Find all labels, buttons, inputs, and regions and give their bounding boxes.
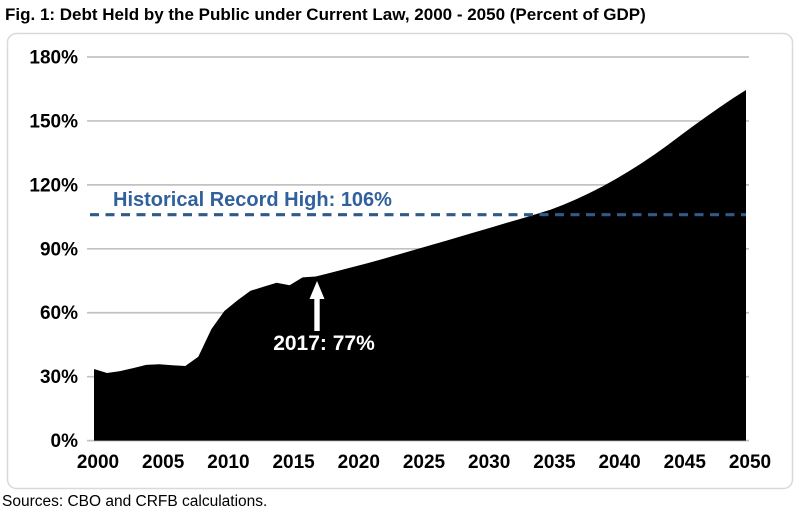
y-tick-label: 90%	[40, 239, 78, 260]
x-tick-label: 2025	[403, 452, 446, 473]
callout-arrow-icon	[309, 281, 325, 331]
x-tick-label: 2020	[338, 452, 380, 473]
y-tick-label: 0%	[51, 431, 79, 452]
x-tick-label: 2015	[272, 452, 315, 473]
y-axis-tick-labels: 0% 30% 60% 90% 120% 150% 180%	[29, 48, 78, 453]
x-tick-label: 2000	[77, 452, 119, 473]
debt-area-series	[94, 90, 746, 441]
y-tick-label: 120%	[29, 175, 78, 196]
x-tick-label: 2005	[142, 452, 185, 473]
x-tick-label: 2035	[533, 452, 576, 473]
x-tick-label: 2045	[664, 452, 707, 473]
x-tick-label: 2030	[468, 452, 510, 473]
figure-title: Fig. 1: Debt Held by the Public under Cu…	[5, 5, 646, 24]
x-axis-tick-labels: 2000 2005 2010 2015 2020 2025 2030 2035 2040 2045…	[77, 452, 771, 473]
x-tick-label: 2050	[729, 452, 771, 473]
y-tick-label: 30%	[40, 367, 78, 388]
x-tick-label: 2040	[598, 452, 640, 473]
source-note: Sources: CBO and CRFB calculations.	[2, 493, 268, 510]
y-tick-label: 180%	[29, 48, 78, 69]
y-tick-label: 60%	[40, 303, 78, 324]
callout-label: 2017: 77%	[273, 332, 375, 355]
x-tick-label: 2010	[207, 452, 249, 473]
record-high-label: Historical Record High: 106%	[113, 189, 392, 211]
y-tick-label: 150%	[29, 111, 78, 132]
